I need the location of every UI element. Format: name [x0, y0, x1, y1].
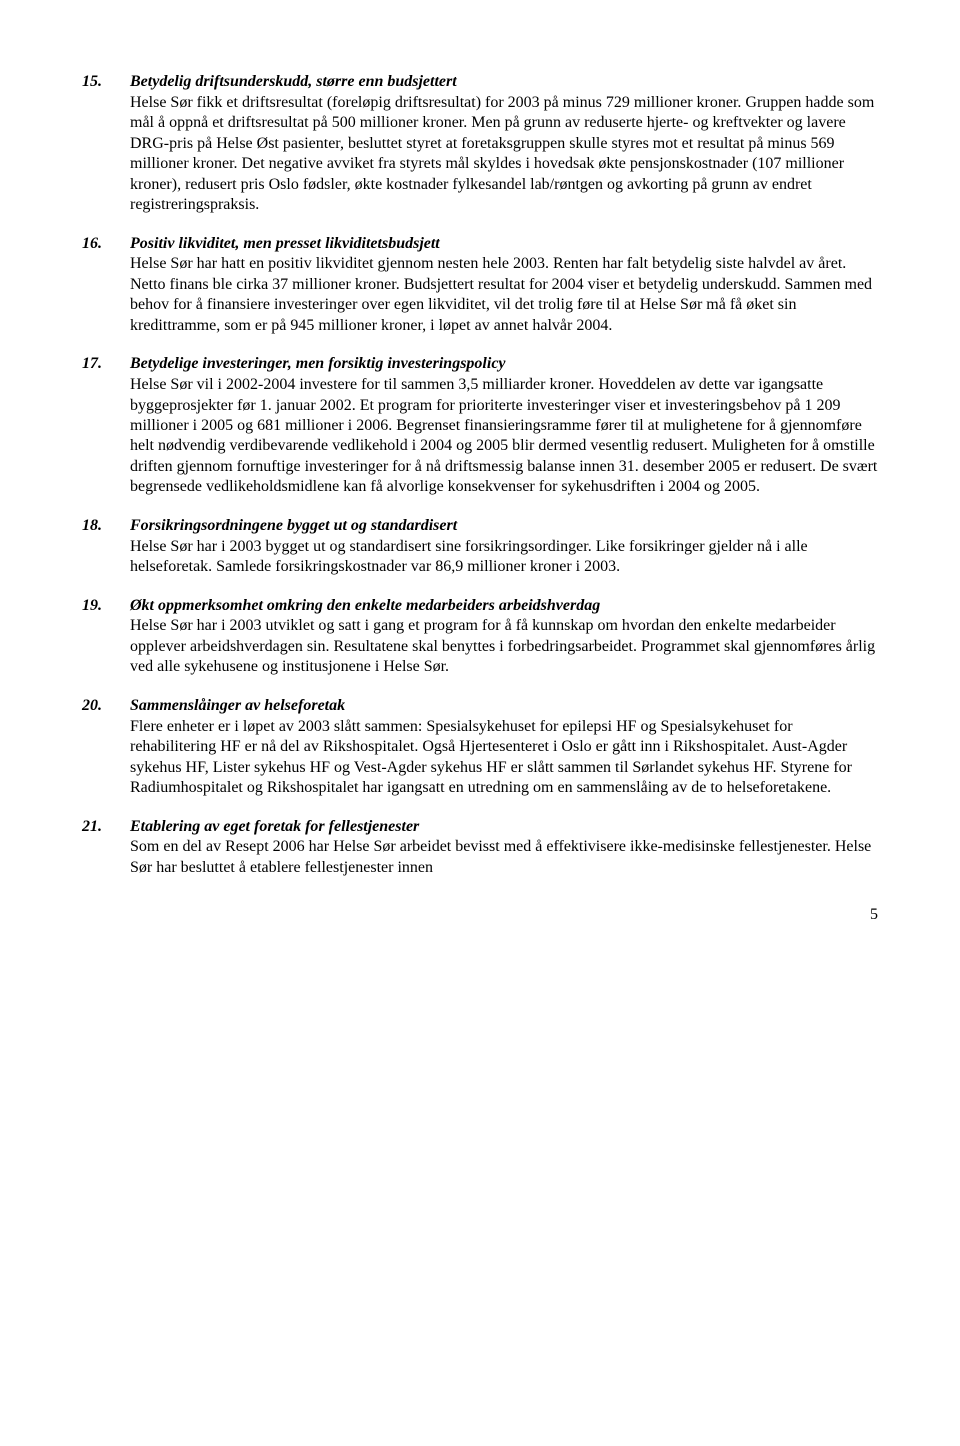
list-item: 20.Sammenslåinger av helseforetak Flere e…: [82, 696, 878, 799]
item-heading: Betydelig driftsunderskudd, større enn b…: [130, 73, 457, 90]
item-number: 18.: [82, 516, 130, 578]
list-item: 16.Positiv likviditet, men presset likvi…: [82, 234, 878, 337]
item-number: 16.: [82, 234, 130, 337]
numbered-list: 15.Betydelig driftsunderskudd, større en…: [82, 72, 878, 878]
item-number: 20.: [82, 696, 130, 799]
item-heading: Økt oppmerksomhet omkring den enkelte me…: [130, 597, 600, 614]
item-content: Positiv likviditet, men presset likvidit…: [130, 234, 878, 337]
item-body: Som en del av Resept 2006 har Helse Sør …: [130, 838, 871, 875]
item-content: Betydelig driftsunderskudd, større enn b…: [130, 72, 878, 216]
item-body: Flere enheter er i løpet av 2003 slått s…: [130, 718, 852, 796]
item-heading: Sammenslåinger av helseforetak: [130, 697, 345, 714]
list-item: 19.Økt oppmerksomhet omkring den enkelte…: [82, 596, 878, 678]
item-content: Forsikringsordningene bygget ut og stand…: [130, 516, 878, 578]
item-heading: Etablering av eget foretak for fellestje…: [130, 818, 419, 835]
item-number: 15.: [82, 72, 130, 216]
item-number: 17.: [82, 354, 130, 498]
item-content: Etablering av eget foretak for fellestje…: [130, 817, 878, 879]
list-item: 21.Etablering av eget foretak for felles…: [82, 817, 878, 879]
item-body: Helse Sør har hatt en positiv likviditet…: [130, 255, 872, 333]
item-number: 21.: [82, 817, 130, 879]
list-item: 15.Betydelig driftsunderskudd, større en…: [82, 72, 878, 216]
page-number: 5: [82, 906, 878, 924]
item-heading: Betydelige investeringer, men forsiktig …: [130, 355, 506, 372]
item-heading: Forsikringsordningene bygget ut og stand…: [130, 517, 457, 534]
item-number: 19.: [82, 596, 130, 678]
item-body: Helse Sør vil i 2002-2004 investere for …: [130, 376, 877, 495]
item-content: Betydelige investeringer, men forsiktig …: [130, 354, 878, 498]
list-item: 18.Forsikringsordningene bygget ut og st…: [82, 516, 878, 578]
item-body: Helse Sør har i 2003 utviklet og satt i …: [130, 617, 875, 675]
item-content: Økt oppmerksomhet omkring den enkelte me…: [130, 596, 878, 678]
list-item: 17.Betydelige investeringer, men forsikt…: [82, 354, 878, 498]
item-heading: Positiv likviditet, men presset likvidit…: [130, 235, 440, 252]
item-body: Helse Sør har i 2003 bygget ut og standa…: [130, 538, 808, 575]
item-body: Helse Sør fikk et driftsresultat (forelø…: [130, 94, 874, 213]
item-content: Sammenslåinger av helseforetak Flere enhe…: [130, 696, 878, 799]
